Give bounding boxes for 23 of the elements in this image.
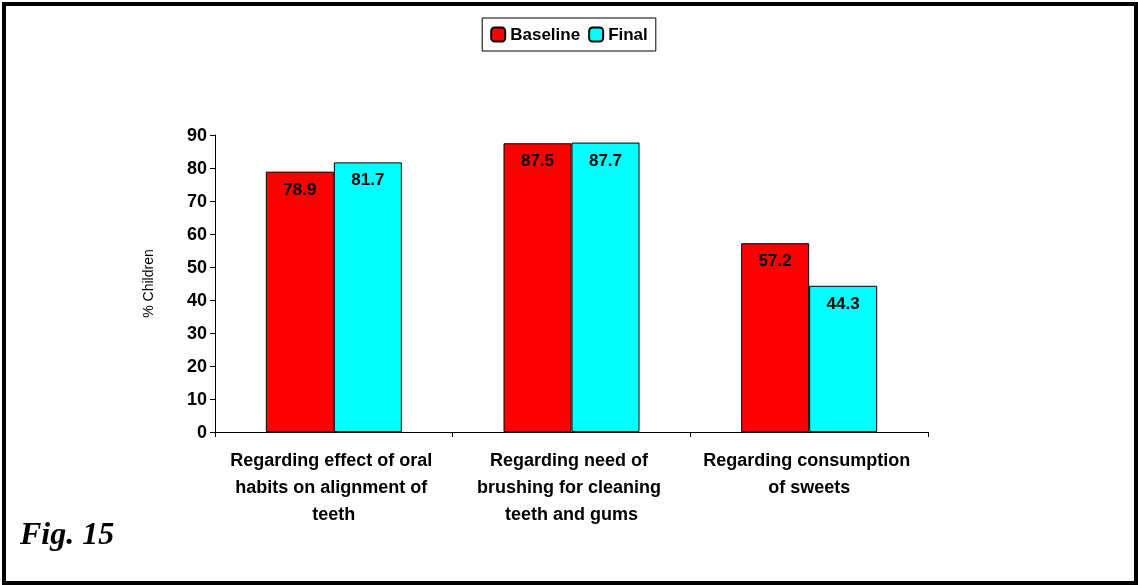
y-tick-label: 0 [196,422,207,442]
data-label: 87.7 [588,150,623,170]
legend-label: Final [608,25,648,44]
y-tick-label: 40 [186,290,207,310]
data-label: 44.3 [826,293,860,313]
x-tick-label: Regarding need of brushing for cleaning teeth and gums [476,449,667,524]
y-tick-label: 50 [186,257,207,277]
data-label: 57.2 [758,251,792,271]
y-tick-label: 90 [186,125,207,145]
y-tick-label: 80 [186,158,207,178]
y-tick-label: 20 [186,356,207,376]
y-tick-label: 70 [186,191,207,211]
legend-label: Baseline [510,25,581,44]
caption: Fig. 15 [20,515,115,552]
x-tick-label: Regarding consumption of sweets [703,449,916,497]
data-label: 78.9 [283,179,317,199]
x-tick-label: Regarding effect of oral habits on alignment of teeth [230,449,438,524]
y-tick-label: 60 [186,224,207,244]
y-tick-label: 10 [186,389,207,409]
data-label: 81.7 [351,170,385,190]
data-label: 87.5 [520,151,555,171]
y-tick-label: 30 [186,323,207,343]
y-axis-title: % Children [140,249,156,318]
